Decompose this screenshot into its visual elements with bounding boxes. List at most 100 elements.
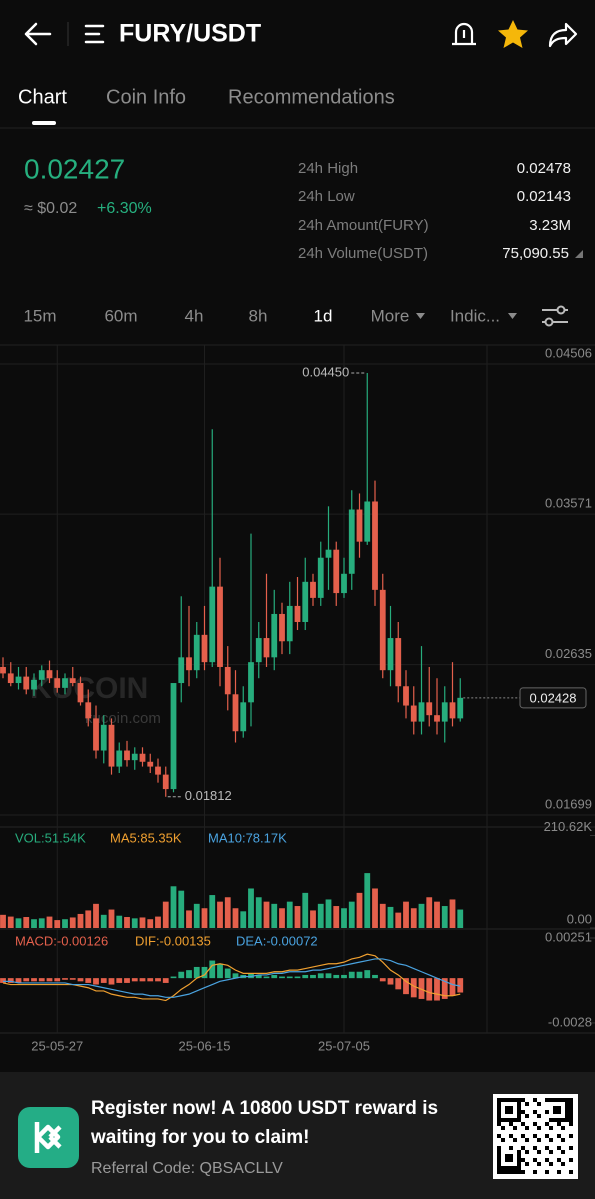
qr-cell	[517, 1170, 521, 1174]
back-button[interactable]	[24, 22, 52, 46]
macd-bar	[271, 974, 278, 979]
macd-bar	[317, 973, 324, 979]
qr-cell	[533, 1146, 537, 1150]
macd-bar	[69, 978, 76, 980]
candle-body	[201, 634, 208, 663]
qr-cell	[545, 1146, 549, 1150]
qr-cell	[565, 1118, 569, 1122]
macd-bar	[85, 978, 92, 983]
volume-bar	[7, 916, 14, 928]
share-icon[interactable]	[548, 22, 578, 48]
candle-body	[224, 666, 231, 695]
qr-cell	[509, 1106, 513, 1110]
volume-bar	[286, 901, 293, 928]
qr-cell	[537, 1138, 541, 1142]
qr-cell	[513, 1118, 517, 1122]
qr-cell	[549, 1126, 553, 1130]
macd-bar	[93, 978, 99, 985]
pair-title[interactable]: FURY/USDT	[119, 20, 261, 48]
tab[interactable]: Recommendations	[228, 86, 395, 108]
macd-bar	[263, 976, 270, 979]
macd-bar	[178, 971, 185, 979]
volume-bar	[85, 910, 92, 928]
candle-body	[209, 586, 216, 663]
qr-cell	[549, 1162, 553, 1166]
volume-bar	[302, 892, 309, 928]
bell-icon	[452, 22, 476, 46]
macd-bar	[100, 978, 107, 983]
volume-bar	[341, 908, 347, 928]
interval[interactable]: 8h	[249, 306, 268, 325]
qr-cell	[533, 1158, 537, 1162]
settings-button[interactable]	[542, 305, 568, 327]
macd-bar	[186, 970, 192, 979]
qr-cell	[565, 1106, 569, 1110]
qr-cell	[497, 1154, 501, 1158]
qr-cell	[525, 1126, 529, 1130]
interval[interactable]: 1d	[314, 306, 333, 325]
candle-body	[100, 724, 107, 751]
volume-bar	[348, 901, 355, 928]
candle-body	[418, 702, 425, 722]
settings-knob	[556, 305, 566, 315]
qr-cell	[521, 1098, 525, 1102]
macd-bar	[15, 978, 22, 983]
qr-cell	[545, 1122, 549, 1126]
qr-cell	[501, 1138, 505, 1142]
volume-bar	[232, 908, 239, 928]
interval[interactable]: Indic...	[450, 306, 500, 325]
qr-cell	[521, 1158, 525, 1162]
interval[interactable]: 60m	[104, 306, 137, 325]
stat-label: 24h Volume(USDT)	[298, 245, 428, 262]
macd-bar	[131, 978, 138, 982]
qr-cell	[501, 1118, 505, 1122]
toggle-icon[interactable]	[575, 250, 583, 258]
macd-bar	[372, 974, 378, 979]
y-tick-label: 0.00251	[545, 929, 592, 944]
volume-bar	[395, 912, 402, 928]
qr-cell	[497, 1102, 501, 1106]
tab[interactable]: Coin Info	[106, 86, 186, 108]
interval[interactable]: More	[371, 306, 410, 325]
qr-cell	[533, 1098, 537, 1102]
qr-cell	[497, 1098, 501, 1102]
qr-cell	[549, 1138, 553, 1142]
candle-body	[124, 750, 130, 761]
qr-cell	[549, 1098, 553, 1102]
tab[interactable]: Chart	[18, 86, 67, 108]
candle-body	[364, 501, 371, 542]
last-price-label: 0.02428	[530, 690, 577, 705]
favorite-star[interactable]	[498, 20, 528, 48]
macd-bar	[279, 976, 285, 979]
last-price-tag	[519, 687, 587, 709]
candle-body	[449, 702, 456, 719]
macd-bar	[449, 978, 456, 996]
menu-button[interactable]	[84, 24, 105, 44]
volume-bar	[170, 886, 177, 928]
candle-body	[147, 761, 154, 767]
qr-cell	[497, 1122, 501, 1126]
qr-cell	[509, 1146, 513, 1150]
interval[interactable]: 4h	[185, 306, 204, 325]
candle-body	[271, 613, 278, 658]
macd-legend: DIF:-0.00135	[135, 933, 211, 948]
qr-cell	[505, 1158, 509, 1162]
macd-legend: MACD:-0.00126	[15, 933, 108, 948]
macd-bar	[341, 974, 347, 979]
alert-button[interactable]	[452, 22, 476, 46]
candle-body	[217, 586, 223, 667]
qr-cell	[525, 1102, 529, 1106]
stat-value: 3.23M	[529, 217, 571, 234]
qr-cell	[561, 1138, 565, 1142]
volume-bar	[426, 897, 433, 928]
candle-body	[240, 702, 247, 732]
candle-body	[379, 589, 386, 671]
interval[interactable]: 15m	[23, 306, 56, 325]
candle-body	[108, 724, 115, 767]
app-logo	[18, 1107, 79, 1168]
macd-bar	[77, 978, 84, 982]
volume-bar	[23, 917, 30, 928]
qr-cell	[561, 1162, 565, 1166]
candle-body	[457, 697, 464, 719]
candle-body	[54, 678, 61, 688]
